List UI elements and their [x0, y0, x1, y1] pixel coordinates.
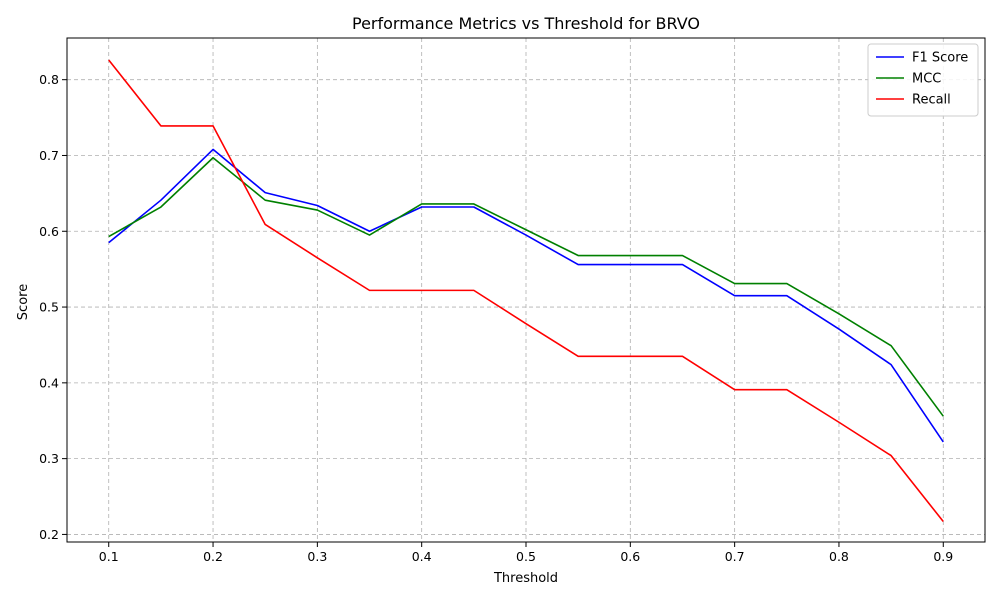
- y-tick-label: 0.8: [39, 72, 59, 87]
- x-tick-label: 0.7: [725, 549, 745, 564]
- x-tick-label: 0.1: [99, 549, 119, 564]
- series-layer: [108, 59, 944, 523]
- y-tick-label: 0.3: [39, 451, 59, 466]
- y-tick-label: 0.6: [39, 224, 59, 239]
- x-tick-label: 0.4: [412, 549, 432, 564]
- x-tick-label: 0.6: [620, 549, 640, 564]
- series-line-mcc: [108, 156, 944, 417]
- x-axis-label: Threshold: [493, 571, 558, 586]
- y-tick-label: 0.4: [39, 375, 59, 390]
- ticks-layer: 0.1 0.2 0.3 0.4 0.5 0.6 0.7 0.8 0.9 0.2 0.3 0.4 0.5 0…: [39, 72, 953, 564]
- y-tick-label: 0.5: [39, 300, 59, 315]
- chart-title: Performance Metrics vs Threshold for BRV…: [352, 14, 700, 33]
- y-axis-label: Score: [16, 284, 31, 320]
- legend-label: F1 Score: [912, 51, 968, 66]
- x-tick-label: 0.5: [516, 549, 536, 564]
- series-line-f1-score: [108, 148, 944, 443]
- x-tick-label: 0.9: [933, 549, 953, 564]
- series-line-recall: [108, 59, 944, 523]
- legend-label: Recall: [912, 93, 951, 108]
- grid-layer: [67, 38, 985, 542]
- legend-label: MCC: [912, 72, 941, 87]
- legend-box: [867, 43, 979, 117]
- x-tick-label: 0.3: [307, 549, 327, 564]
- x-tick-label: 0.2: [203, 549, 223, 564]
- x-tick-label: 0.8: [829, 549, 849, 564]
- y-tick-label: 0.2: [39, 527, 59, 542]
- y-tick-label: 0.7: [39, 148, 59, 163]
- legend: F1 Score MCC Recall: [867, 43, 979, 117]
- plot-area-frame: [66, 37, 986, 543]
